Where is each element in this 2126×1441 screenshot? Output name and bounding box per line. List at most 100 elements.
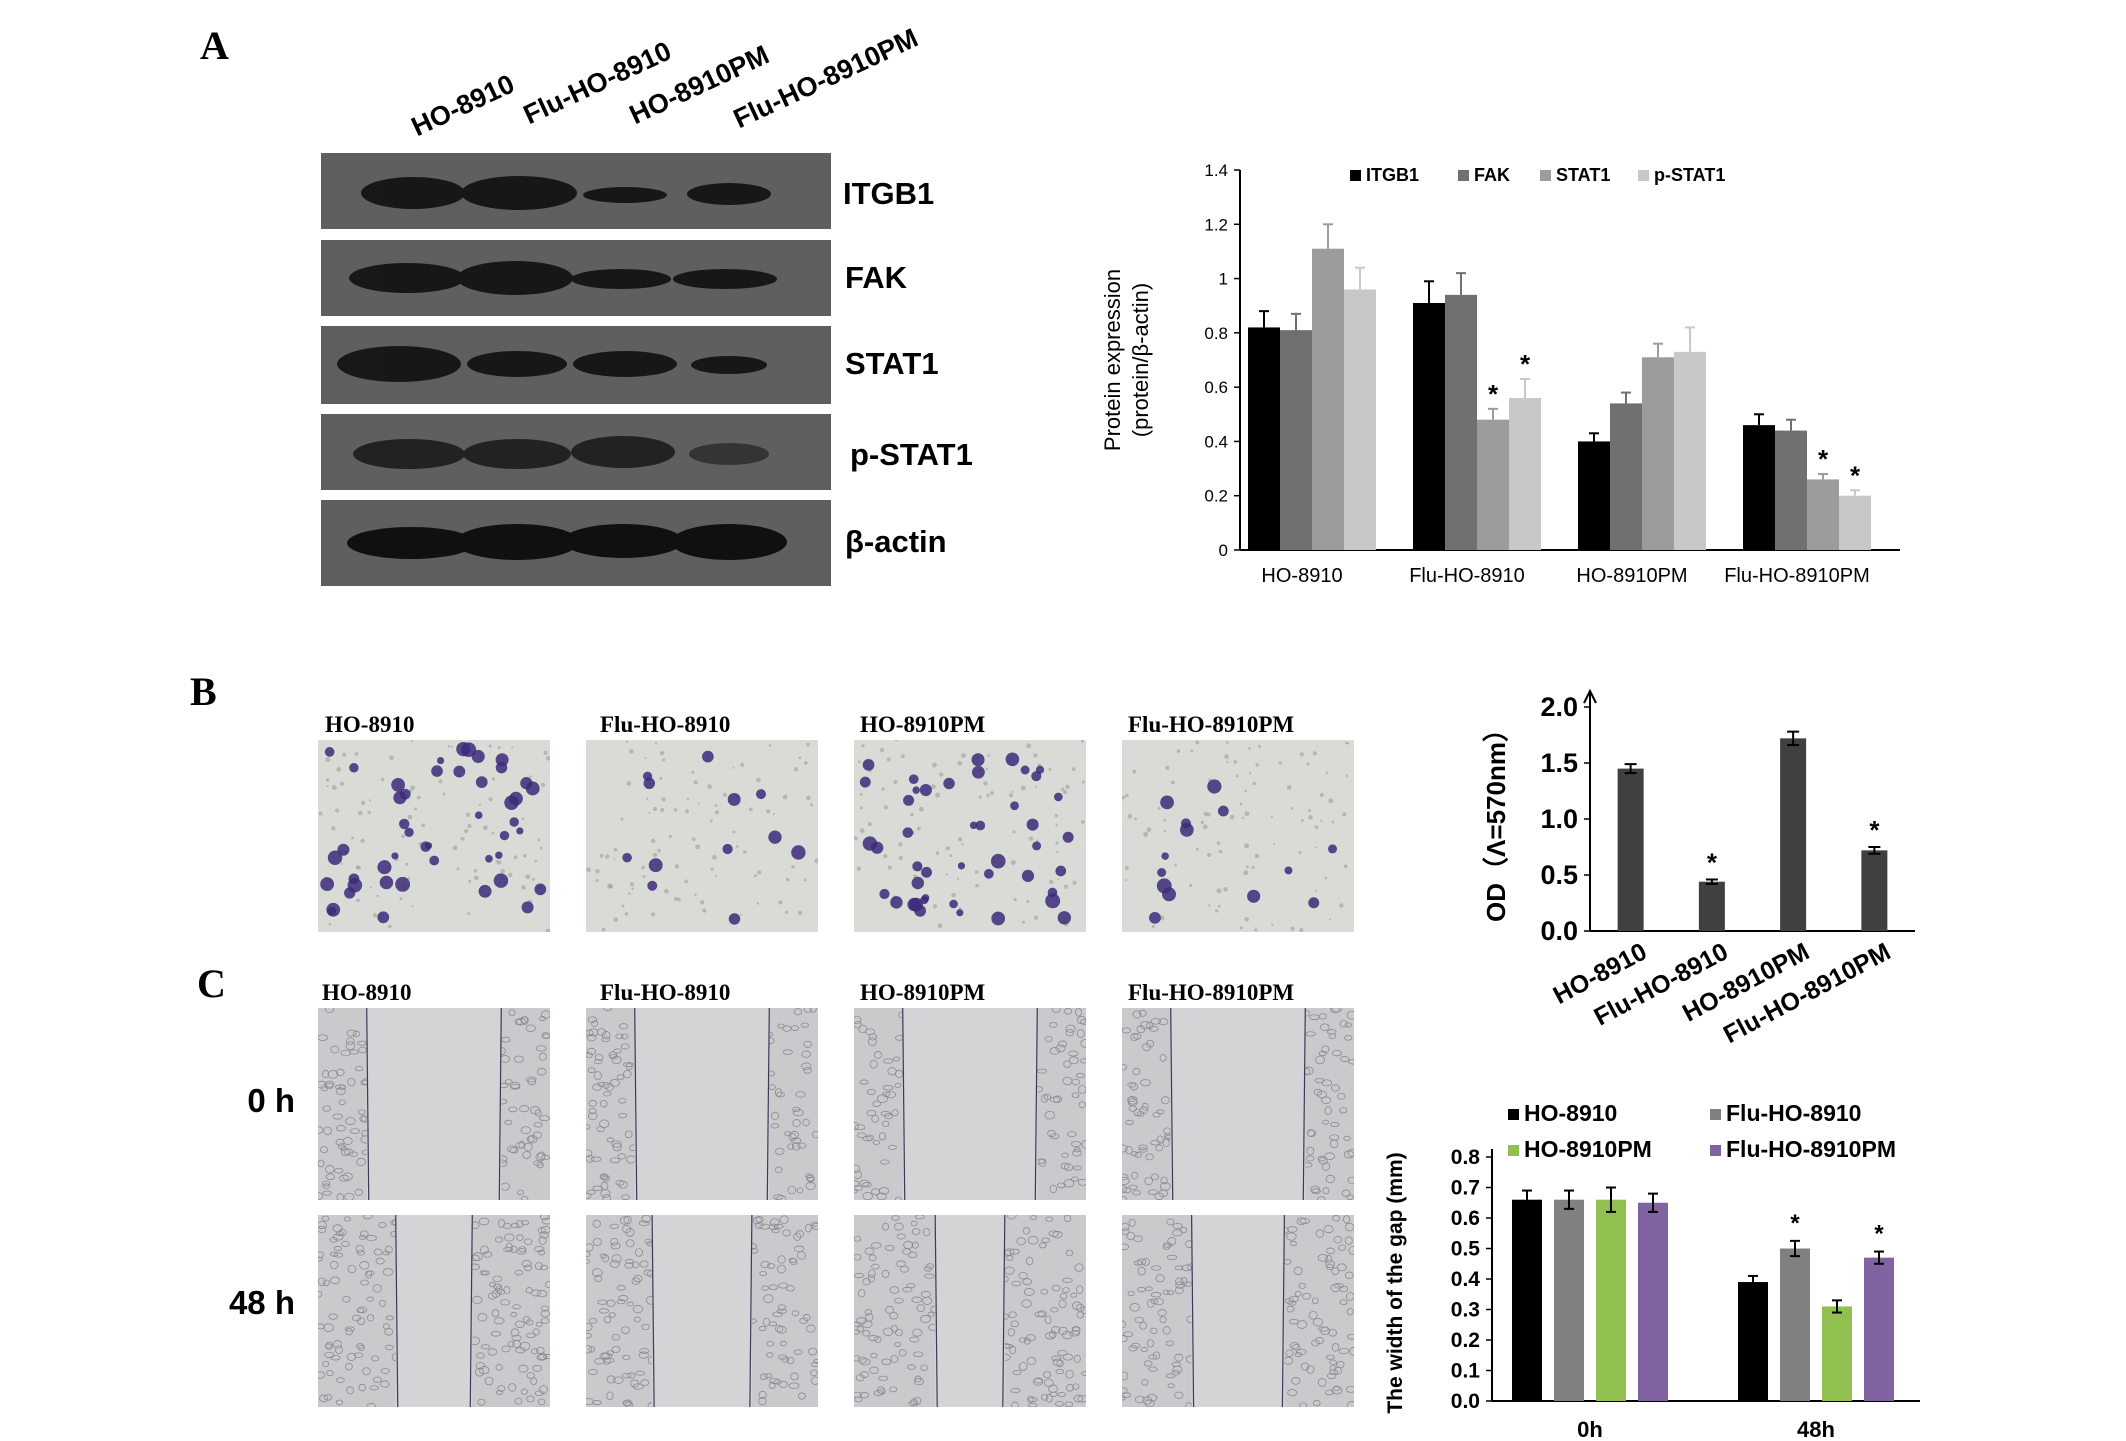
pore — [756, 902, 760, 905]
pore — [447, 744, 451, 748]
pore — [1290, 926, 1295, 931]
cell — [803, 1066, 812, 1074]
cell — [1127, 1291, 1135, 1297]
pore — [1035, 786, 1038, 789]
cell — [758, 1390, 767, 1399]
cell — [620, 1043, 630, 1050]
cell — [1009, 1345, 1017, 1355]
legend-label: p-STAT1 — [1654, 165, 1725, 185]
bar — [1807, 479, 1839, 550]
cell — [1062, 1277, 1073, 1283]
cell — [1075, 1072, 1085, 1079]
cell — [1048, 1230, 1059, 1237]
cell — [882, 1222, 889, 1231]
cell — [325, 1173, 336, 1181]
legend-label: STAT1 — [1556, 165, 1610, 185]
cell — [495, 1364, 503, 1371]
cell — [876, 1386, 885, 1394]
cell — [633, 1316, 641, 1323]
pore — [1122, 795, 1126, 800]
pore — [798, 756, 802, 760]
pore — [586, 867, 591, 873]
pore — [488, 797, 493, 802]
cell — [1146, 1039, 1155, 1048]
cell — [490, 1331, 502, 1337]
cell — [922, 1296, 933, 1305]
cell — [1122, 1387, 1128, 1394]
pore — [1010, 860, 1016, 865]
legend-swatch — [1458, 170, 1469, 181]
cell — [509, 1081, 521, 1089]
stained-cell — [320, 877, 335, 892]
cell — [770, 1123, 780, 1129]
cell — [534, 1109, 542, 1117]
pore — [1300, 818, 1304, 822]
cell — [320, 1146, 329, 1154]
cell — [1048, 1384, 1058, 1393]
scratch-gap — [634, 1008, 770, 1200]
cell — [378, 1222, 387, 1228]
cell — [520, 1016, 529, 1024]
cell — [334, 1345, 343, 1355]
cell — [590, 1156, 602, 1162]
pore — [714, 804, 718, 807]
pore — [956, 877, 960, 880]
stained-cell — [871, 841, 884, 854]
stained-cell — [622, 852, 632, 863]
cell — [360, 1230, 369, 1238]
pore — [1312, 751, 1317, 756]
cell — [1291, 1344, 1301, 1351]
cell — [632, 1383, 644, 1390]
cell — [1296, 1320, 1308, 1329]
cell — [1132, 1067, 1141, 1076]
cell — [1055, 1044, 1066, 1053]
cell — [1347, 1059, 1354, 1065]
pore — [1011, 790, 1014, 794]
legend-swatch — [1540, 170, 1551, 181]
stained-cell — [504, 795, 519, 810]
cell — [619, 1216, 630, 1225]
blot-protein-label: ITGB1 — [843, 176, 935, 211]
cell — [776, 1091, 785, 1098]
cell — [1331, 1084, 1340, 1092]
cell — [338, 1099, 346, 1106]
bar — [1610, 403, 1642, 550]
wound-image — [1122, 1215, 1354, 1407]
cell — [624, 1401, 634, 1407]
cell — [526, 1135, 535, 1143]
stained-cell — [420, 841, 431, 852]
cell — [1289, 1240, 1297, 1246]
cell — [1022, 1227, 1031, 1235]
pore — [697, 802, 700, 805]
blot-protein-label: β-actin — [845, 524, 947, 559]
cell — [1132, 1190, 1141, 1196]
stained-cell — [647, 880, 658, 891]
stained-cell — [990, 853, 1006, 869]
cell — [1051, 1355, 1062, 1362]
cell — [539, 1231, 549, 1239]
stained-cell — [727, 792, 741, 806]
pore — [1226, 760, 1229, 763]
pore — [356, 898, 360, 903]
blot-strip-stat1 — [321, 326, 831, 404]
legend-swatch — [1710, 1109, 1721, 1120]
pore — [883, 854, 888, 859]
cell — [914, 1375, 922, 1383]
cell — [1147, 1189, 1159, 1195]
pore — [389, 755, 394, 761]
cell — [599, 1119, 610, 1129]
cell — [324, 1008, 335, 1013]
cell — [1174, 1353, 1184, 1362]
pore — [521, 817, 525, 821]
pore — [388, 924, 392, 929]
pore — [613, 917, 619, 922]
cell — [333, 1167, 344, 1174]
bar — [1822, 1306, 1852, 1401]
cell — [497, 1385, 506, 1392]
cell — [1055, 1401, 1064, 1407]
pore — [1254, 853, 1260, 859]
cell — [537, 1249, 546, 1256]
cell — [358, 1383, 366, 1392]
cell — [1076, 1029, 1085, 1038]
pore — [657, 848, 661, 853]
